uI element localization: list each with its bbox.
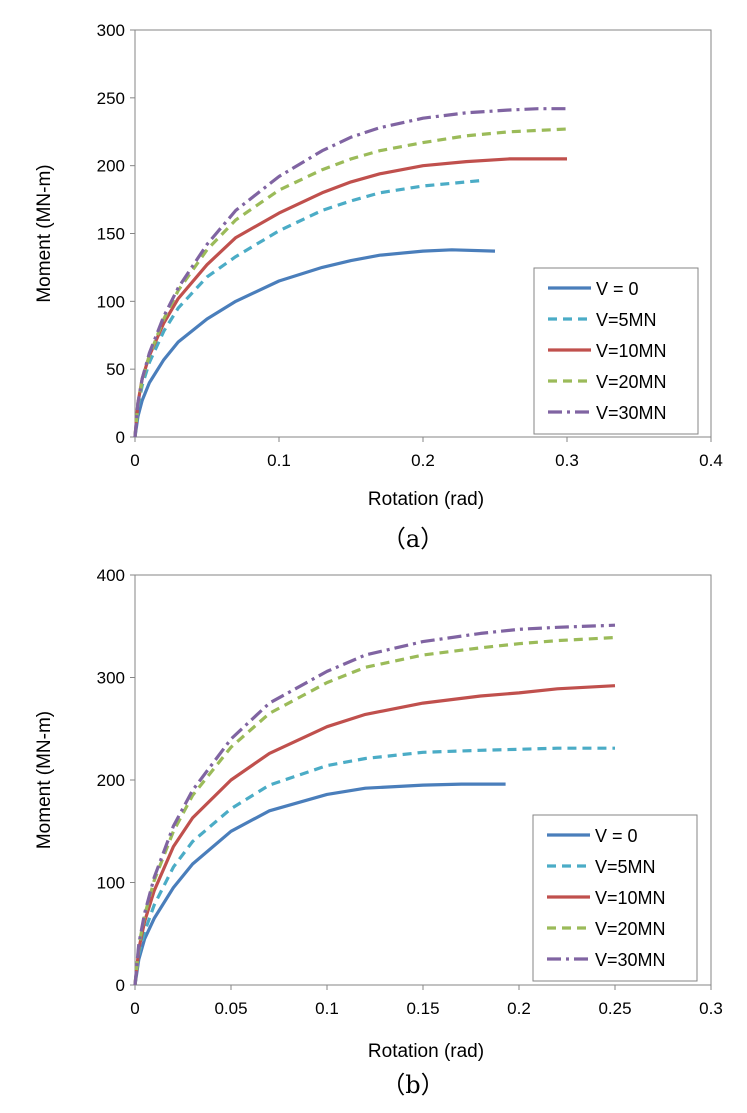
x-tick-label: 0 <box>130 451 139 470</box>
legend-label: V=5MN <box>595 857 656 877</box>
y-tick-label: 0 <box>116 428 125 447</box>
series-line-1 <box>133 746 615 986</box>
series-line-4 <box>133 107 567 438</box>
chart-panel-b: 0 100 200 300 400 0 0.05 0.1 0.15 0.2 0.25 0.3 Rotat… <box>34 566 723 1099</box>
series-line-2 <box>133 684 616 986</box>
legend-label: V=10MN <box>595 888 666 908</box>
legend-label: V=10MN <box>596 341 667 361</box>
legend-label: V = 0 <box>595 826 638 846</box>
y-tick-label: 400 <box>97 566 125 585</box>
chart-panel-a: 0 50 100 150 200 250 300 0 0.1 0.2 0.3 0.4 Rotation … <box>34 21 723 553</box>
x-tick-label: 0.05 <box>214 999 247 1018</box>
x-axis-title: Rotation (rad) <box>368 1041 484 1062</box>
panel-caption: （b） <box>381 1071 444 1099</box>
x-tick-label: 0.25 <box>598 999 631 1018</box>
y-tick-label: 300 <box>97 21 125 40</box>
x-tick-label: 0.1 <box>267 451 291 470</box>
y-tick-label: 50 <box>106 360 125 379</box>
x-tick-label: 0.2 <box>507 999 531 1018</box>
series-line-4 <box>133 623 616 986</box>
x-tick-label: 0.2 <box>411 451 435 470</box>
legend-label: V=20MN <box>596 372 667 392</box>
legend-label: V = 0 <box>596 279 639 299</box>
legend-label: V=20MN <box>595 919 666 939</box>
y-tick-label: 300 <box>97 669 125 688</box>
y-axis-title: Moment (MN-m) <box>34 164 55 302</box>
panel-caption: （a） <box>382 525 444 553</box>
x-tick-label: 0.4 <box>699 451 723 470</box>
x-tick-label: 0.3 <box>699 999 723 1018</box>
y-tick-label: 150 <box>97 225 125 244</box>
legend-label: V=30MN <box>595 950 666 970</box>
legend: V = 0 V=5MN V=10MN V=20MN V=30MN <box>532 814 698 982</box>
y-axis-title: Moment (MN-m) <box>34 711 55 849</box>
x-tick-label: 0 <box>130 999 139 1018</box>
series-line-0 <box>133 782 506 986</box>
y-tick-label: 200 <box>97 157 125 176</box>
y-tick-label: 0 <box>116 976 125 995</box>
series-line-0 <box>133 248 496 438</box>
series-line-1 <box>133 179 481 438</box>
x-tick-label: 0.1 <box>315 999 339 1018</box>
legend-label: V=30MN <box>596 403 667 423</box>
x-axis-title: Rotation (rad) <box>368 489 484 510</box>
legend: V = 0 V=5MN V=10MN V=20MN V=30MN <box>533 267 699 435</box>
y-tick-label: 100 <box>97 292 125 311</box>
y-tick-label: 100 <box>97 874 125 893</box>
x-tick-label: 0.3 <box>555 451 579 470</box>
legend-label: V=5MN <box>596 310 657 330</box>
y-tick-label: 200 <box>97 771 125 790</box>
y-tick-label: 250 <box>97 89 125 108</box>
x-tick-label: 0.15 <box>406 999 439 1018</box>
